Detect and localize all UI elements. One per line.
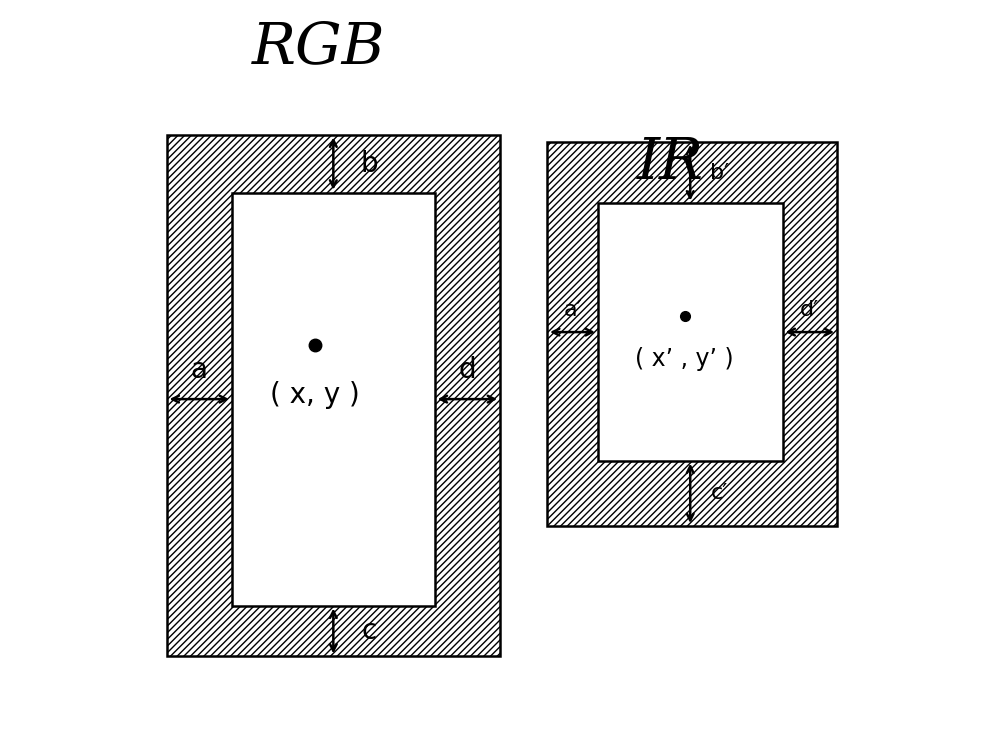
- Text: a′: a′: [563, 301, 582, 320]
- Text: a: a: [191, 356, 208, 384]
- Text: d′: d′: [800, 301, 819, 320]
- Text: b: b: [361, 150, 378, 177]
- Text: IR: IR: [637, 136, 704, 192]
- Text: d: d: [459, 356, 476, 384]
- Text: ( x, y ): ( x, y ): [270, 381, 360, 410]
- Text: b′: b′: [710, 163, 729, 183]
- Text: RGB: RGB: [252, 19, 386, 76]
- Text: ( x’ , y’ ): ( x’ , y’ ): [635, 347, 734, 371]
- Bar: [547, 142, 837, 526]
- Bar: [232, 193, 435, 605]
- Text: c: c: [362, 617, 377, 645]
- Bar: [167, 135, 500, 656]
- Bar: [598, 204, 783, 461]
- Text: c′: c′: [711, 483, 728, 504]
